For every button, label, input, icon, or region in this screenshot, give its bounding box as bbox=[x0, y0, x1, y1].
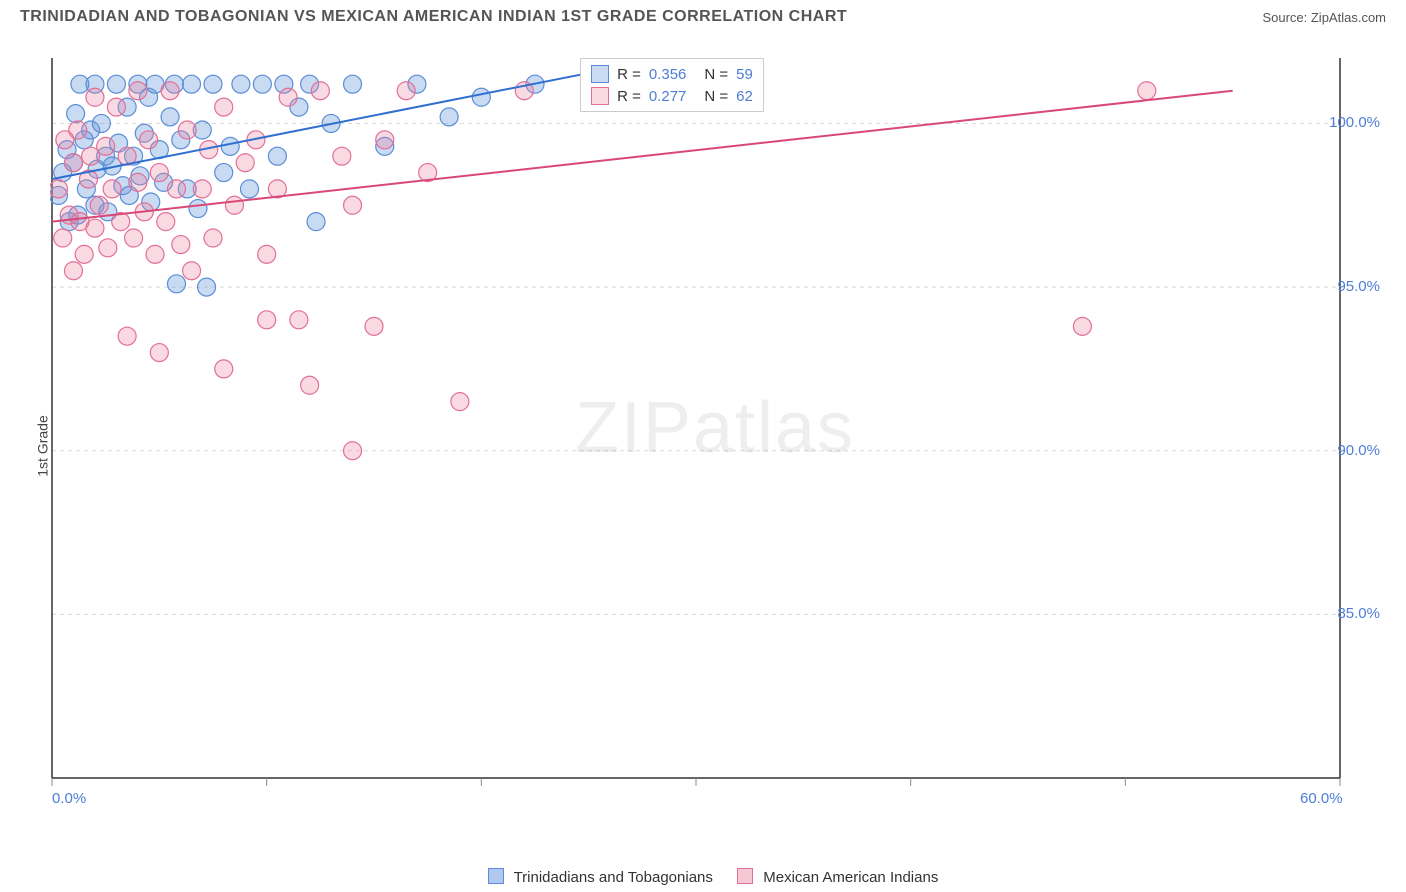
y-tick-label: 90.0% bbox=[1337, 442, 1380, 459]
source-label: Source: ZipAtlas.com bbox=[1262, 10, 1386, 25]
data-point bbox=[221, 137, 239, 155]
data-point bbox=[168, 275, 186, 293]
data-point bbox=[344, 196, 362, 214]
data-point bbox=[69, 121, 87, 139]
y-axis-label: 1st Grade bbox=[35, 415, 51, 476]
data-point bbox=[92, 114, 110, 132]
x-tick-label: 0.0% bbox=[52, 790, 86, 807]
data-point bbox=[472, 88, 490, 106]
data-point bbox=[146, 245, 164, 263]
data-point bbox=[107, 98, 125, 116]
data-point bbox=[172, 236, 190, 254]
data-point bbox=[140, 131, 158, 149]
data-point bbox=[365, 317, 383, 335]
data-point bbox=[90, 196, 108, 214]
data-point bbox=[97, 137, 115, 155]
data-point bbox=[451, 393, 469, 411]
data-point bbox=[344, 75, 362, 93]
legend-row: R = 0.277N = 62 bbox=[591, 85, 753, 107]
data-point bbox=[86, 219, 104, 237]
correlation-legend: R = 0.356N = 59R = 0.277N = 62 bbox=[580, 58, 764, 112]
data-point bbox=[307, 213, 325, 231]
y-tick-label: 85.0% bbox=[1337, 605, 1380, 622]
data-point bbox=[118, 327, 136, 345]
data-point bbox=[333, 147, 351, 165]
data-point bbox=[161, 82, 179, 100]
data-point bbox=[150, 344, 168, 362]
legend-label: Mexican American Indians bbox=[759, 869, 938, 886]
data-point bbox=[129, 173, 147, 191]
data-point bbox=[440, 108, 458, 126]
data-point bbox=[50, 180, 67, 198]
data-point bbox=[253, 75, 271, 93]
data-point bbox=[258, 245, 276, 263]
data-point bbox=[268, 147, 286, 165]
data-point bbox=[168, 180, 186, 198]
data-point bbox=[183, 75, 201, 93]
data-point bbox=[1138, 82, 1156, 100]
y-tick-label: 100.0% bbox=[1329, 114, 1380, 131]
legend-swatch bbox=[737, 868, 753, 884]
data-point bbox=[64, 262, 82, 280]
data-point bbox=[301, 376, 319, 394]
data-point bbox=[75, 245, 93, 263]
data-point bbox=[225, 196, 243, 214]
data-point bbox=[193, 180, 211, 198]
data-point bbox=[107, 75, 125, 93]
data-point bbox=[240, 180, 258, 198]
data-point bbox=[204, 75, 222, 93]
chart-title: TRINIDADIAN AND TOBAGONIAN VS MEXICAN AM… bbox=[20, 8, 847, 26]
data-point bbox=[236, 154, 254, 172]
scatter-plot-svg bbox=[50, 48, 1380, 808]
data-point bbox=[344, 442, 362, 460]
data-point bbox=[125, 229, 143, 247]
series-legend: Trinidadians and Tobagonians Mexican Ame… bbox=[0, 868, 1406, 886]
data-point bbox=[376, 131, 394, 149]
data-point bbox=[150, 164, 168, 182]
data-point bbox=[215, 360, 233, 378]
x-tick-label: 60.0% bbox=[1300, 790, 1343, 807]
y-tick-label: 95.0% bbox=[1337, 278, 1380, 295]
data-point bbox=[397, 82, 415, 100]
data-point bbox=[258, 311, 276, 329]
data-point bbox=[54, 229, 72, 247]
data-point bbox=[161, 108, 179, 126]
data-point bbox=[86, 88, 104, 106]
legend-row: R = 0.356N = 59 bbox=[591, 63, 753, 85]
data-point bbox=[215, 98, 233, 116]
data-point bbox=[129, 82, 147, 100]
data-point bbox=[198, 278, 216, 296]
data-point bbox=[1073, 317, 1091, 335]
chart-area: ZIPatlas R = 0.356N = 59R = 0.277N = 62 … bbox=[50, 48, 1380, 808]
data-point bbox=[189, 200, 207, 218]
data-point bbox=[232, 75, 250, 93]
legend-swatch bbox=[488, 868, 504, 884]
data-point bbox=[204, 229, 222, 247]
data-point bbox=[99, 239, 117, 257]
data-point bbox=[67, 105, 85, 123]
data-point bbox=[290, 311, 308, 329]
data-point bbox=[64, 154, 82, 172]
legend-label: Trinidadians and Tobagonians bbox=[510, 869, 717, 886]
data-point bbox=[103, 180, 121, 198]
data-point bbox=[183, 262, 201, 280]
data-point bbox=[311, 82, 329, 100]
data-point bbox=[215, 164, 233, 182]
data-point bbox=[157, 213, 175, 231]
data-point bbox=[279, 88, 297, 106]
data-point bbox=[178, 121, 196, 139]
